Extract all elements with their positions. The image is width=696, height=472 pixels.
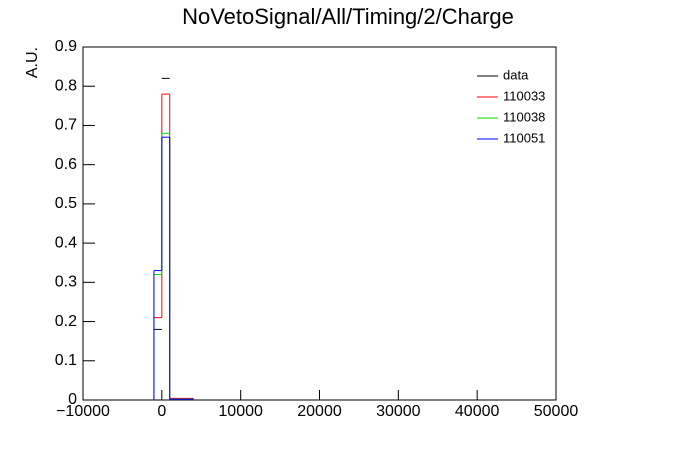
legend-label: 110038 bbox=[503, 109, 545, 124]
chart-title: NoVetoSignal/All/Timing/2/Charge bbox=[182, 4, 514, 29]
legend-label: 110033 bbox=[503, 88, 545, 103]
x-tick-label: 20000 bbox=[297, 403, 342, 420]
y-tick-label: 0.1 bbox=[55, 352, 77, 369]
y-tick-label: 0.5 bbox=[55, 195, 77, 212]
x-tick-label: 0 bbox=[157, 403, 166, 420]
y-tick-label: 0.9 bbox=[55, 38, 77, 55]
y-tick-label: 0 bbox=[68, 391, 77, 408]
x-tick-label: 30000 bbox=[376, 403, 421, 420]
y-tick-label: 0.2 bbox=[55, 313, 77, 330]
x-tick-label: −10000 bbox=[56, 403, 110, 420]
x-tick-label: 50000 bbox=[534, 403, 579, 420]
legend-label: data bbox=[503, 67, 529, 82]
y-tick-label: 0.3 bbox=[55, 274, 77, 291]
y-tick-label: 0.7 bbox=[55, 117, 77, 134]
x-tick-label: 40000 bbox=[455, 403, 500, 420]
x-tick-label: 10000 bbox=[218, 403, 263, 420]
y-tick-label: 0.4 bbox=[55, 234, 77, 251]
y-tick-label: 0.6 bbox=[55, 156, 77, 173]
legend-label: 110051 bbox=[503, 130, 545, 145]
y-tick-label: 0.8 bbox=[55, 77, 77, 94]
y-axis-label: A.U. bbox=[24, 47, 41, 78]
